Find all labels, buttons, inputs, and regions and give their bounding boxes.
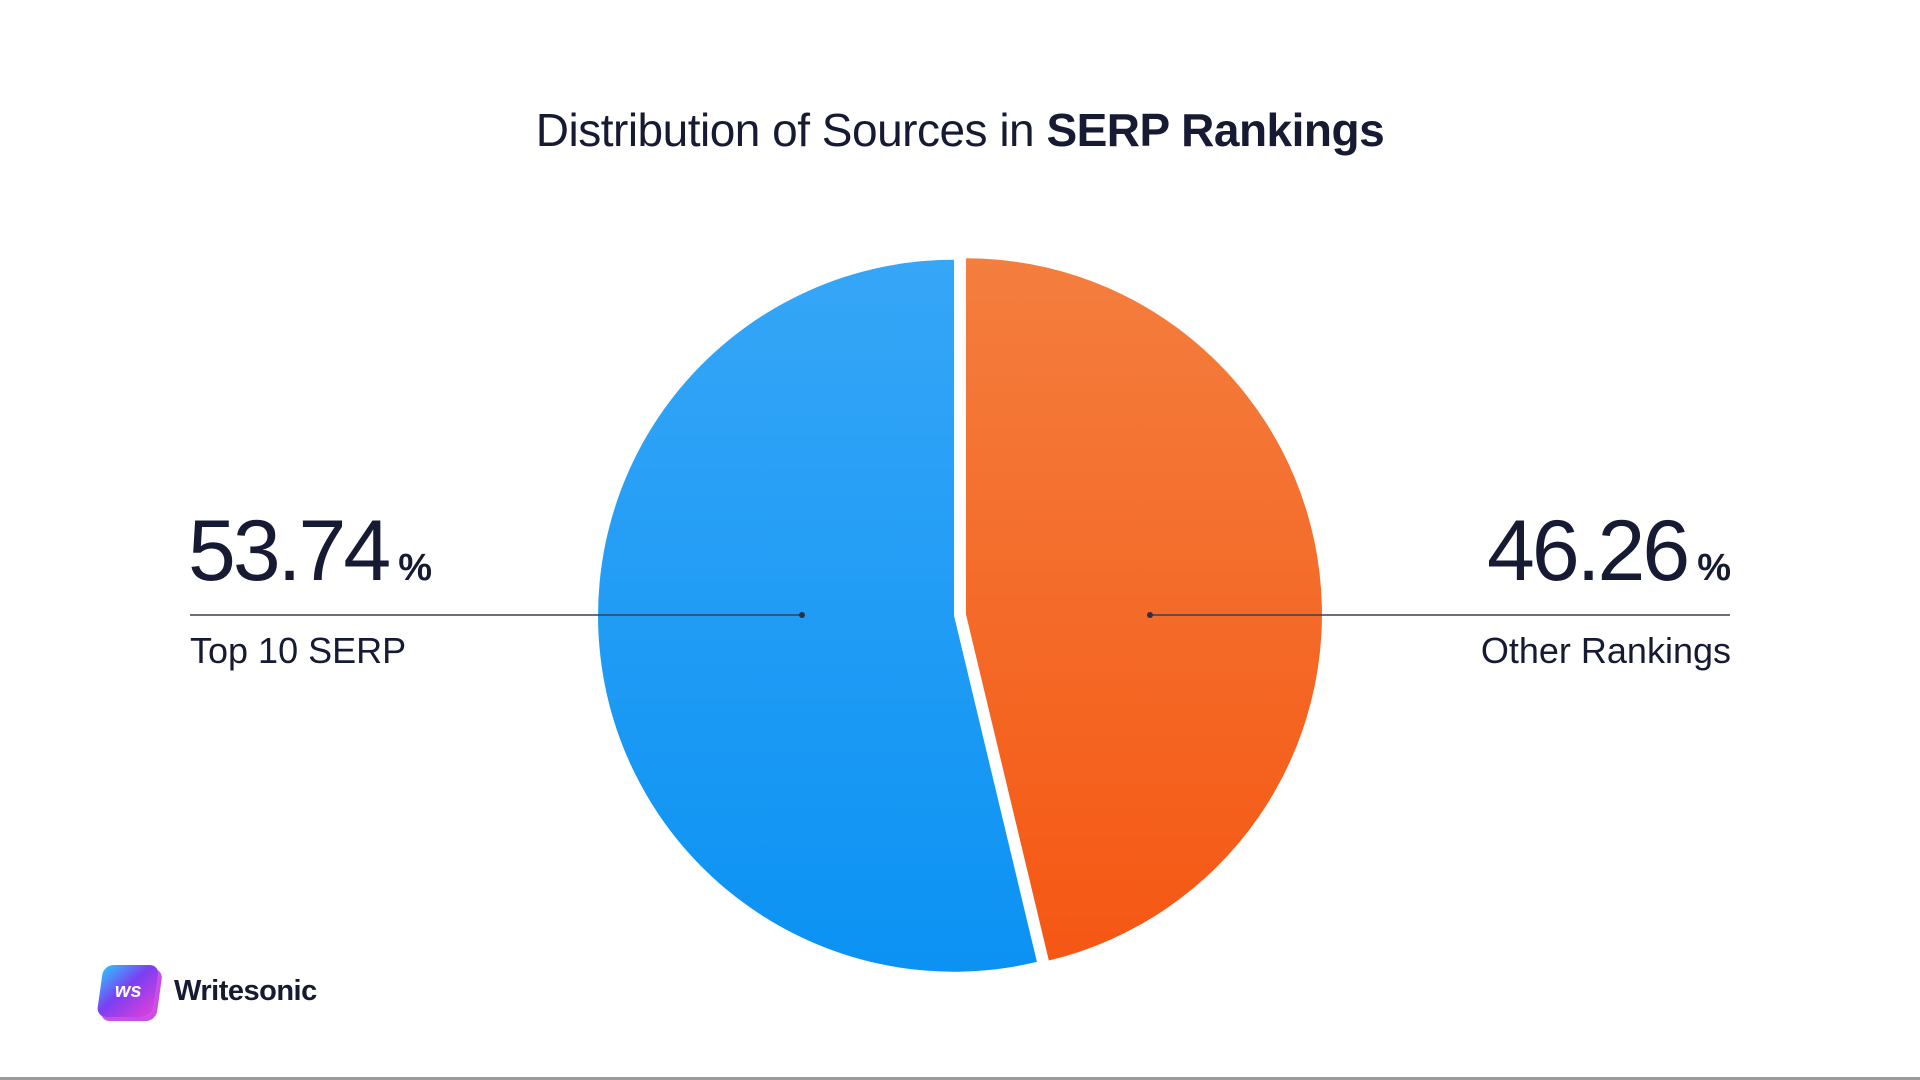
value-top-10-serp-unit: % [398,547,433,589]
bottom-divider [0,1077,1920,1080]
chart-title-regular: Distribution of Sources in [535,104,1035,156]
brand-name: Writesonic [174,974,317,1007]
pie-slice-top-10-serp [598,259,1037,972]
label-top-10-serp: Top 10 SERP [190,630,407,671]
value-top-10-serp: 53.74% [188,508,432,594]
writesonic-logo-icon: ws [96,965,160,1017]
chart-title: Distribution of Sources in SERP Rankings [0,103,1920,157]
chart-title-bold: SERP Rankings [1046,104,1385,156]
leader-line-other-rankings-dot [1147,612,1153,618]
leader-line-top-10-serp-dot [799,612,805,618]
value-other-rankings: 46.26% [1487,508,1731,594]
brand: ws Writesonic [96,963,317,1019]
value-top-10-serp-number: 53.74 [188,503,391,599]
brand-logo-text: ws [114,979,142,1002]
value-other-rankings-unit: % [1697,547,1731,589]
value-other-rankings-number: 46.26 [1486,503,1690,599]
pie-slice-other-rankings [965,258,1322,961]
label-other-rankings: Other Rankings [1480,630,1731,671]
